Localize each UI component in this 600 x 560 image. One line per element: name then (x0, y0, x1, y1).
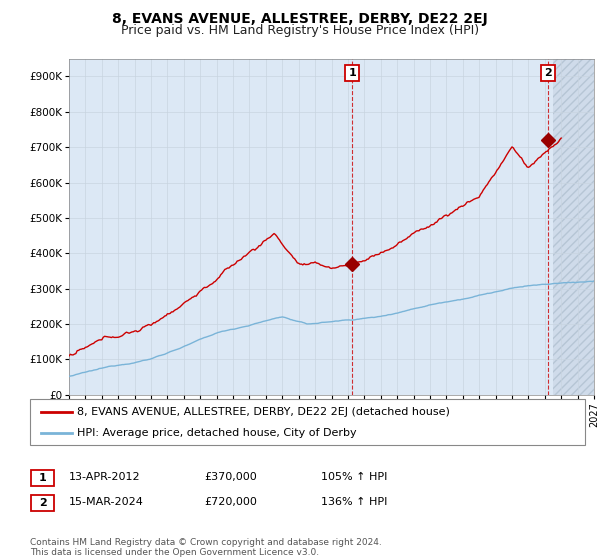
Text: £720,000: £720,000 (204, 497, 257, 507)
FancyBboxPatch shape (30, 399, 585, 445)
FancyBboxPatch shape (31, 470, 54, 486)
Text: 2: 2 (39, 498, 46, 508)
Text: 8, EVANS AVENUE, ALLESTREE, DERBY, DE22 2EJ: 8, EVANS AVENUE, ALLESTREE, DERBY, DE22 … (112, 12, 488, 26)
Text: HPI: Average price, detached house, City of Derby: HPI: Average price, detached house, City… (77, 428, 357, 438)
Text: 13-APR-2012: 13-APR-2012 (69, 472, 140, 482)
Text: 1: 1 (39, 473, 46, 483)
FancyBboxPatch shape (31, 495, 54, 511)
Text: 2: 2 (544, 68, 552, 78)
Text: £370,000: £370,000 (204, 472, 257, 482)
Text: 105% ↑ HPI: 105% ↑ HPI (321, 472, 388, 482)
Text: 15-MAR-2024: 15-MAR-2024 (69, 497, 144, 507)
Text: 1: 1 (349, 68, 356, 78)
Text: Price paid vs. HM Land Registry's House Price Index (HPI): Price paid vs. HM Land Registry's House … (121, 24, 479, 36)
Text: 136% ↑ HPI: 136% ↑ HPI (321, 497, 388, 507)
Bar (553, 59, 594, 395)
Text: Contains HM Land Registry data © Crown copyright and database right 2024.
This d: Contains HM Land Registry data © Crown c… (30, 538, 382, 557)
Text: 8, EVANS AVENUE, ALLESTREE, DERBY, DE22 2EJ (detached house): 8, EVANS AVENUE, ALLESTREE, DERBY, DE22 … (77, 407, 450, 417)
